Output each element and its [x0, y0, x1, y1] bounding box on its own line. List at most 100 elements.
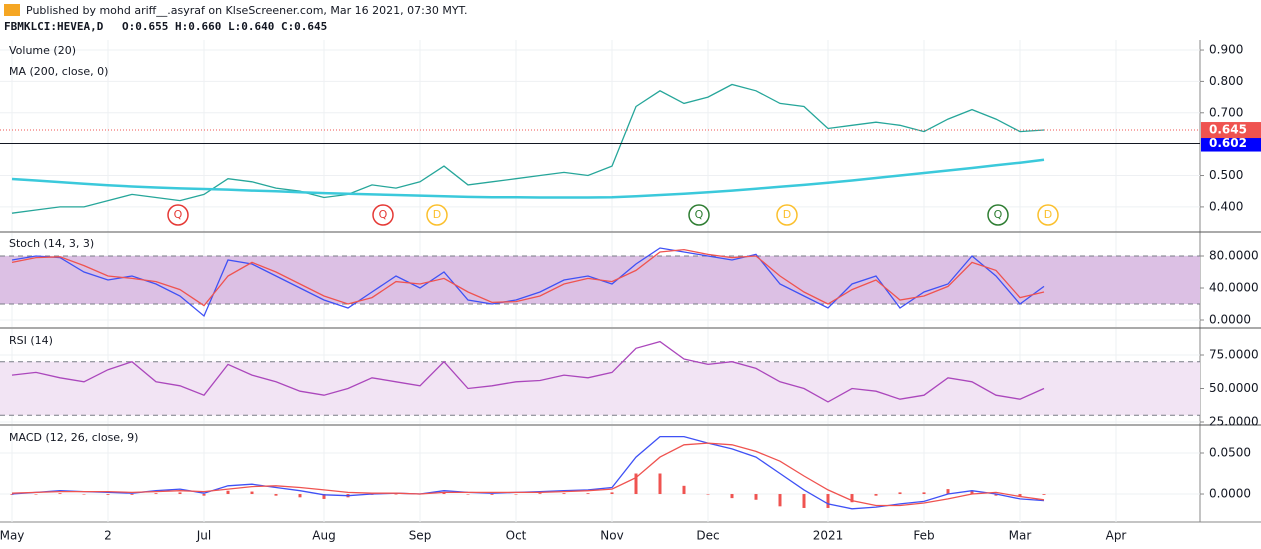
event-label: D — [1044, 208, 1052, 221]
histogram-bar — [754, 494, 758, 500]
histogram-bar — [322, 494, 326, 499]
histogram-bar — [490, 494, 494, 495]
event-marker — [688, 204, 710, 226]
y-tick-label: 25.0000 — [1209, 414, 1259, 428]
histogram-bar — [826, 494, 830, 508]
histogram-bar — [706, 494, 710, 495]
histogram-bar — [250, 491, 254, 495]
y-tick-label: 0.500 — [1209, 168, 1243, 182]
histogram-bar — [730, 494, 734, 499]
x-tick-label: Sep — [409, 529, 432, 543]
histogram-bar — [178, 492, 182, 495]
x-tick-label: Dec — [696, 529, 719, 543]
band — [0, 361, 1200, 416]
histogram-bar — [994, 494, 998, 496]
histogram-bar — [874, 494, 878, 496]
histogram-bar — [778, 494, 782, 507]
x-tick-label: 2 — [104, 529, 112, 543]
y-tick-label: 0.400 — [1209, 199, 1243, 213]
event-label: Q — [695, 208, 704, 221]
histogram-bar — [274, 494, 278, 496]
histogram-bar — [586, 493, 590, 495]
event-marker — [776, 204, 798, 226]
y-tick-label: 50.0000 — [1209, 381, 1259, 395]
histogram-bar — [298, 494, 302, 498]
histogram-bar — [154, 493, 158, 495]
event-marker — [426, 204, 448, 226]
histogram-bar — [946, 489, 950, 495]
y-tick-label: 0.800 — [1209, 74, 1243, 88]
x-tick-label: Feb — [913, 529, 934, 543]
histogram-bar — [922, 492, 926, 495]
histogram-bar — [202, 494, 206, 496]
histogram-bar — [442, 492, 446, 495]
pane-label: Volume (20) — [9, 44, 76, 57]
event-label: Q — [994, 208, 1003, 221]
last-price-label: 0.645 — [1209, 123, 1247, 137]
histogram-bar — [1018, 494, 1022, 497]
x-tick-label: 2021 — [813, 529, 844, 543]
x-tick-label: Aug — [312, 529, 335, 543]
pane-label: RSI (14) — [9, 334, 53, 347]
event-marker — [372, 204, 394, 226]
hline-label-bg — [1201, 135, 1261, 152]
event-label: D — [433, 208, 441, 221]
series-line — [11, 340, 1045, 403]
histogram-bar — [970, 490, 974, 495]
histogram-bar — [58, 493, 62, 495]
event-marker — [167, 204, 189, 226]
histogram-bar — [658, 473, 662, 495]
histogram-bar — [682, 485, 686, 495]
y-tick-label: 40.0000 — [1209, 281, 1259, 295]
histogram-bar — [34, 494, 38, 495]
publisher: Published by mohd ariff__.asyraf on Klse… — [26, 4, 467, 17]
symbol: FBMKLCI:HEVEA,D — [4, 20, 104, 33]
y-tick-label: 0.900 — [1209, 43, 1243, 57]
logo — [4, 4, 20, 16]
event-label: Q — [174, 208, 183, 221]
histogram-bar — [610, 492, 614, 495]
series-line — [11, 158, 1045, 199]
histogram-bar — [538, 493, 542, 495]
y-tick-label: 75.0000 — [1209, 347, 1259, 361]
histogram-bar — [106, 494, 110, 495]
x-tick-label: Nov — [600, 529, 623, 543]
series-line — [11, 442, 1045, 507]
histogram-bar — [514, 494, 518, 495]
y-tick-label: 80.0000 — [1209, 249, 1259, 263]
histogram-bar — [466, 494, 470, 495]
y-tick-label: 0.0000 — [1209, 487, 1251, 501]
histogram-bar — [1042, 494, 1046, 495]
histogram-bar — [394, 494, 398, 495]
histogram-bar — [226, 490, 230, 495]
y-tick-label: 0.0000 — [1209, 313, 1251, 327]
series-line — [11, 247, 1045, 318]
histogram-bar — [802, 494, 806, 508]
histogram-bar — [898, 492, 902, 495]
x-tick-label: Jul — [196, 529, 211, 543]
histogram-bar — [82, 494, 86, 495]
histogram-bar — [130, 494, 134, 495]
hline-label: 0.602 — [1209, 136, 1247, 150]
series-line — [11, 83, 1045, 214]
histogram-bar — [10, 494, 14, 495]
y-tick-label: 0.0500 — [1209, 445, 1251, 459]
pane-label: MACD (12, 26, close, 9) — [9, 431, 138, 444]
event-marker — [987, 204, 1009, 226]
last-price-bg — [1201, 122, 1261, 139]
y-tick-label: 0.700 — [1209, 105, 1243, 119]
x-tick-label: Mar — [1009, 529, 1032, 543]
event-label: D — [783, 208, 791, 221]
x-tick-label: Oct — [506, 529, 527, 543]
histogram-bar — [634, 473, 638, 495]
x-tick-label: Apr — [1106, 529, 1127, 543]
series-line — [11, 248, 1045, 307]
histogram-bar — [562, 493, 566, 495]
x-tick-label: May — [0, 529, 24, 543]
pane-label: MA (200, close, 0) — [9, 65, 108, 78]
event-marker — [1037, 204, 1059, 226]
ohlc: O:0.655 H:0.660 L:0.640 C:0.645 — [122, 20, 327, 33]
pane-label: Stoch (14, 3, 3) — [9, 237, 94, 250]
histogram-bar — [850, 494, 854, 503]
